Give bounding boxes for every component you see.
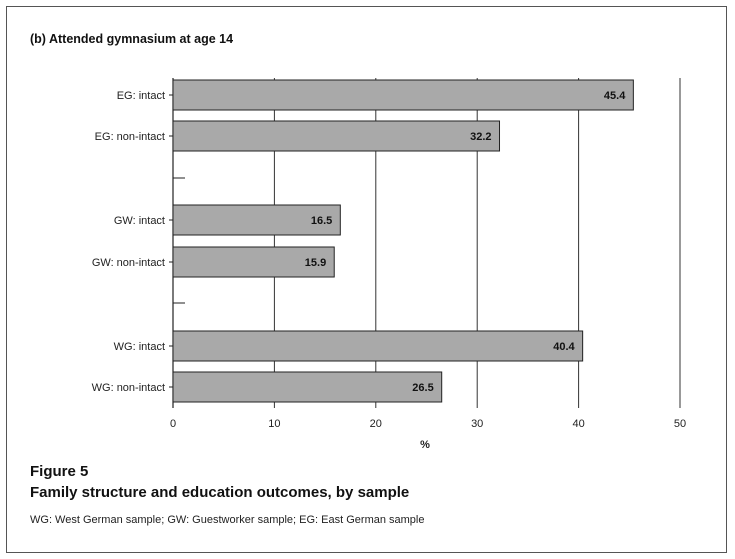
bar-4 <box>172 330 584 362</box>
value-label-2: 16.5 <box>311 215 332 227</box>
value-label-3: 15.9 <box>305 257 326 269</box>
x-tick-label-3: 30 <box>471 418 483 430</box>
bar-1 <box>172 120 501 152</box>
bar-5 <box>172 371 443 403</box>
x-tick-label-4: 40 <box>572 418 584 430</box>
value-label-5: 26.5 <box>412 382 433 394</box>
figure-label: Figure 5 <box>30 463 89 480</box>
bar-0 <box>172 79 634 111</box>
category-label-1: EG: non-intact <box>95 131 165 143</box>
x-tick-label-1: 10 <box>268 418 280 430</box>
figure-title: Family structure and education outcomes,… <box>30 484 410 501</box>
x-tick-label-2: 20 <box>370 418 382 430</box>
x-tick-label-5: 50 <box>674 418 686 430</box>
category-label-3: GW: non-intact <box>92 257 165 269</box>
category-label-5: WG: non-intact <box>92 382 165 394</box>
category-label-2: GW: intact <box>114 215 165 227</box>
x-tick-label-0: 0 <box>170 418 176 430</box>
bar-3 <box>172 246 335 278</box>
x-axis-label: % <box>420 439 430 451</box>
figure-note: WG: West German sample; GW: Guestworker … <box>30 514 425 526</box>
category-label-4: WG: intact <box>114 341 165 353</box>
value-label-4: 40.4 <box>553 341 575 353</box>
category-label-0: EG: intact <box>117 90 165 102</box>
value-label-0: 45.4 <box>604 90 626 102</box>
chart-title: (b) Attended gymnasium at age 14 <box>30 32 234 46</box>
bar-chart: 0 10 20 30 40 50% EG: intact 45.4 EG: non-intact… <box>92 78 686 451</box>
value-label-1: 32.2 <box>470 131 491 143</box>
